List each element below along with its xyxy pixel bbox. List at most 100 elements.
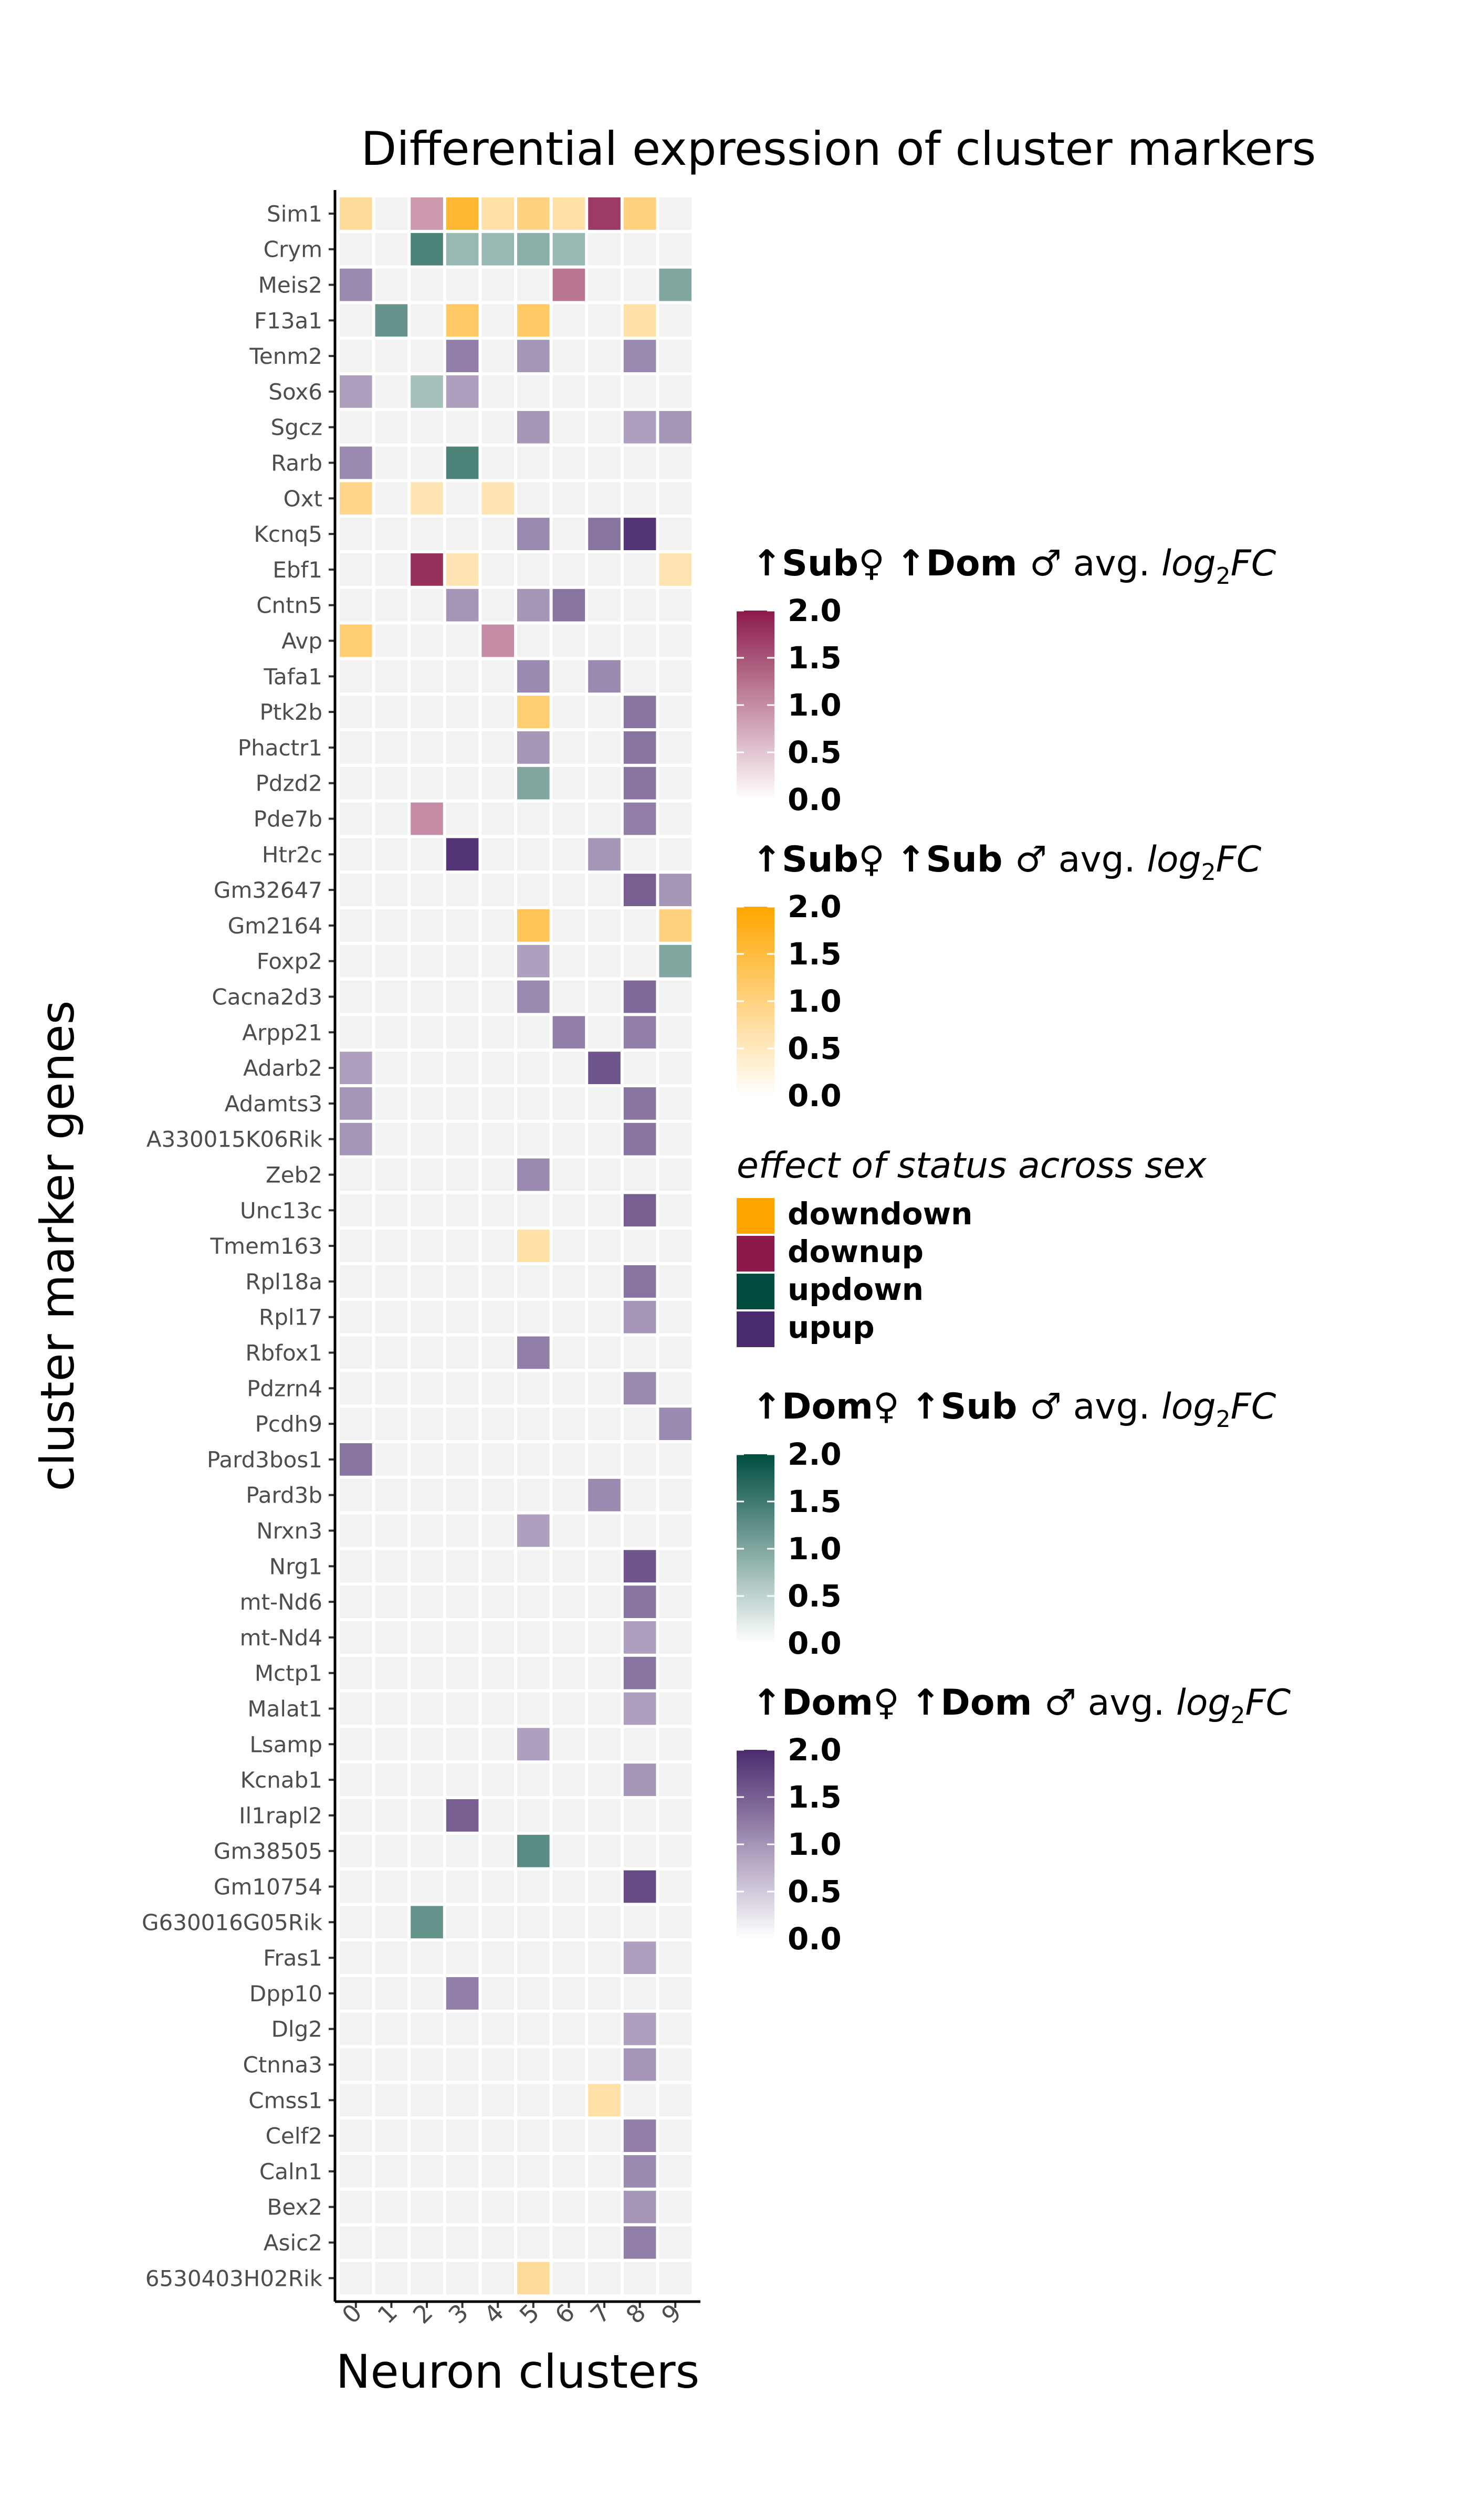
heatmap-cell-empty [411,660,443,693]
heatmap-cell-empty [446,980,479,1013]
heatmap-cell-empty [411,2084,443,2117]
heatmap-cell-empty [340,2012,372,2045]
heatmap-cell-empty [659,2155,691,2188]
legend-effect-title: effect of status across sex [737,1145,1207,1186]
heatmap-cell-empty [340,1478,372,1511]
heatmap-cell-empty [623,1977,656,2010]
heatmap-cell-empty [517,1941,550,1974]
heatmap-cell-empty [375,2084,408,2117]
heatmap-cell-empty [517,1870,550,1903]
heatmap-cell-empty [552,1408,585,1440]
heatmap-cell-empty [552,696,585,728]
heatmap-cell-empty [340,1799,372,1832]
heatmap-cell-empty [481,1728,514,1761]
heatmap-cell-empty [375,1977,408,2010]
heatmap-cell-downup [552,268,585,301]
heatmap-cell-empty [588,1977,621,2010]
heatmap-cell-empty [517,624,550,657]
heatmap-cell-empty [340,1300,372,1334]
heatmap-cell-empty [411,411,443,444]
heatmap-cell-empty [623,1443,656,1476]
heatmap-cell-empty [375,233,408,266]
legend-label-upup: upup [788,1309,875,1345]
heatmap-cell-empty [588,1443,621,1476]
heatmap-cell-empty [588,375,621,408]
legend-key-updown [737,1274,774,1309]
heatmap-cell-empty [517,874,550,906]
heatmap-cell-empty [411,1799,443,1832]
heatmap-cell-empty [481,1834,514,1867]
heatmap-cell-empty [340,1656,372,1689]
heatmap-cell-empty [375,2262,408,2295]
heatmap-cell-updown [659,268,691,301]
heatmap-cell-empty [411,1763,443,1796]
heatmap-cell-empty [659,1336,691,1369]
heatmap-cell-empty [411,1692,443,1725]
heatmap-cell-empty [481,1265,514,1298]
heatmap-cell-empty [588,1799,621,1832]
heatmap-cell-empty [411,1621,443,1654]
heatmap-cell-empty [340,1372,372,1405]
heatmap-cell-empty [411,2190,443,2223]
heatmap-cell-upup [446,1977,479,2010]
heatmap-cell-empty [659,838,691,871]
heatmap-cell-empty [375,340,408,372]
heatmap-cell-empty [623,1408,656,1440]
heatmap-cell-empty [659,1514,691,1547]
heatmap-cell-empty [375,1408,408,1440]
heatmap-cell-empty [340,1728,372,1761]
heatmap-cell-empty [446,411,479,444]
legend-tick-label: 0.5 [788,1874,842,1909]
heatmap-cell-empty [517,2048,550,2081]
heatmap-cell-empty [411,1550,443,1583]
heatmap-cell-empty [481,1692,514,1725]
heatmap-cell-empty [588,2155,621,2188]
heatmap-cell-empty [481,909,514,942]
heatmap-cell-empty [588,553,621,586]
heatmap-cell-empty [623,1158,656,1191]
heatmap-cell-upup [446,1799,479,1832]
heatmap-cell-upup [623,1300,656,1334]
heatmap-cell-empty [411,1586,443,1618]
heatmap-cell-empty [446,1656,479,1689]
heatmap-cell-empty [588,2048,621,2081]
heatmap-cell-empty [375,1799,408,1832]
heatmap-cell-empty [375,482,408,515]
y-tick-label: Il1rapl2 [239,1803,322,1829]
heatmap-cell-upup [623,1194,656,1227]
heatmap-cell-empty [659,766,691,800]
heatmap-cell-upup [517,1336,550,1369]
heatmap-cell-empty [446,482,479,515]
heatmap-cell-empty [375,874,408,906]
heatmap-cell-empty [517,375,550,408]
heatmap-cell-upup [517,944,550,978]
heatmap-cell-empty [481,2262,514,2295]
heatmap-cell-empty [659,1052,691,1084]
heatmap-cell-upup [659,874,691,906]
heatmap-cell-empty [517,553,550,586]
heatmap-cell-empty [340,2226,372,2259]
heatmap-cell-empty [446,2048,479,2081]
y-tick-label: Cntn5 [256,593,322,618]
y-tick-label: Fras1 [263,1945,322,1971]
heatmap-cell-empty [446,1052,479,1084]
heatmap-cell-empty [340,802,372,835]
y-tick-label: Phactr1 [238,735,322,761]
heatmap-cell-empty [659,1194,691,1227]
heatmap-cell-empty [411,2119,443,2152]
heatmap-cell-empty [659,1870,691,1903]
heatmap-cell-empty [340,518,372,550]
heatmap-cell-downup [411,802,443,835]
heatmap-cell-empty [517,1906,550,1939]
heatmap-cell-empty [481,1621,514,1654]
legend-tick-label: 1.0 [788,983,842,1019]
heatmap-cell-empty [588,1586,621,1618]
heatmap-cell-empty [411,1087,443,1120]
heatmap-cell-empty [375,1728,408,1761]
heatmap-cell-upup [517,660,550,693]
heatmap-cell-empty [481,1230,514,1262]
heatmap-cell-upup [623,980,656,1013]
heatmap-cell-empty [481,1443,514,1476]
heatmap-cell-empty [552,1550,585,1583]
